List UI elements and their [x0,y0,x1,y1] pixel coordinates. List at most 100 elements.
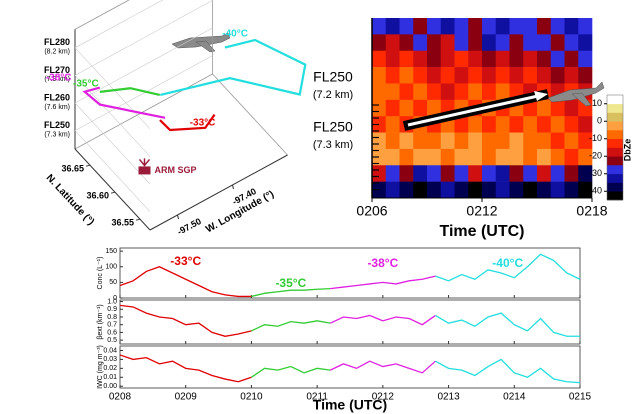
y-tick-label: 100 [105,264,117,271]
heatmap-cell [578,132,593,150]
grid-line [74,47,151,130]
heatmap-cell [523,99,538,117]
x-tick-label: 0208 [109,392,132,403]
colorbar-swatch [607,156,623,166]
box-edge [74,73,213,150]
heatmap-cell [440,18,455,35]
heatmap-cell [427,50,442,68]
heatmap-cell [399,34,414,52]
heatmap-cell [509,18,524,35]
heatmap-cell [399,83,414,101]
heatmap-cell [578,181,593,199]
site-marker [138,166,151,175]
x-tick-label: 0212 [372,392,395,403]
heatmap-cell [495,50,510,68]
series-line [251,287,331,298]
heatmap-cell [550,18,565,35]
heatmap-cell [440,181,455,199]
series-label: -40°C [492,256,523,270]
heatmap-cell [399,148,414,166]
x-tick-label: 0210 [240,392,263,403]
heatmap-cell [523,165,538,182]
heatmap-cell [482,50,497,68]
heatmap-cell [578,34,593,52]
y-tick-label: 150 [105,248,117,255]
heatmap-cell [385,116,400,133]
track-segment [82,86,166,119]
heatmap-cell [427,18,442,35]
heatmap-cell [468,116,483,133]
heatmap-cell [509,181,524,199]
x-tick-label: 0215 [569,392,592,403]
y-tick-label: 0.01 [103,374,117,381]
aircraft-icon [171,32,231,53]
heatmap-cell [564,50,579,68]
y-tick-label: 1.0 [107,298,117,305]
y-tick-label: 36.60 [86,191,109,201]
heatmap-cell [468,83,483,101]
panel-frame [119,247,581,299]
y-tick-label: 0.8 [107,314,117,321]
y-tick-label: 0.04 [103,347,117,354]
series-line [119,354,252,383]
heatmap-cell [454,83,469,101]
heatmap-cell [537,148,552,166]
heatmap-cell [454,67,469,84]
heatmap-cell [413,165,428,182]
heatmap-cell [413,67,428,84]
heatmap-cell [440,132,455,150]
y-tick-label: 50 [109,279,117,286]
heatmap-cell [454,116,469,133]
colorbar-label: 10 [592,98,602,108]
panel-frame [119,299,581,345]
colorbar-label: -10 [589,133,602,143]
heatmap-cell [413,50,428,68]
y-axis-title: Conc (L⁻¹) [97,257,104,290]
z-tick-label: FL250 [44,120,70,130]
heatmap-cell [413,148,428,166]
heatmap-cell [440,83,455,101]
heatmap-cell [509,148,524,166]
heatmap-cell [550,165,565,182]
panel-frame [119,345,581,389]
heatmap-cell [537,34,552,52]
heatmap-cell [399,165,414,182]
heatmap-cell [427,165,442,182]
heatmap-cell [564,99,579,117]
grid-line [74,27,213,104]
z-tick-label: FL270 [44,65,70,75]
segment-label: -40°C [222,29,248,40]
heatmap-cell [564,165,579,182]
heatmap-cell [440,165,455,182]
heatmap-cell [413,34,428,52]
z-tick-sublabel: (7.3 km) [44,131,70,138]
heatmap-cell [578,116,593,133]
x-tick-label: 0209 [175,392,198,403]
heatmap-cell [523,181,538,199]
heatmap-cell [509,132,524,150]
series-line [330,314,436,326]
aircraft-icon [547,81,605,107]
series-line [435,312,580,337]
heatmap-cell [578,18,593,35]
colorbar-swatch [607,130,623,140]
heatmap-cell [372,99,387,117]
altitude-sublabel: (7.2 km) [313,89,353,101]
y-tick-label: 36.65 [61,164,84,174]
z-tick-sublabel: (7.9 km) [44,76,70,83]
series-line [119,304,252,337]
grid-line [74,130,151,212]
y-tick-label: 0.5 [107,337,117,344]
altitude-label: FL250 [313,119,353,135]
x-axis [149,154,288,231]
heatmap-cell [550,34,565,52]
heatmap-cell [495,34,510,52]
heatmap-cell [509,50,524,68]
series-line [251,365,331,378]
track-segment [160,38,307,97]
y-tick-label: 0.00 [103,383,117,390]
y-tick [110,191,116,194]
heatmap-cell [550,67,565,84]
heatmap-cell [372,83,387,101]
